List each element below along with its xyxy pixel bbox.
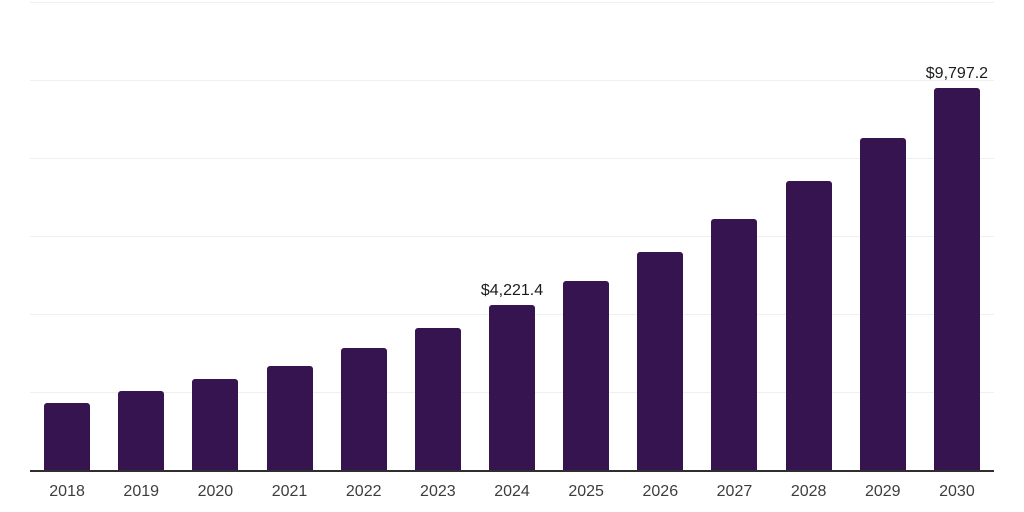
x-axis-label-2029: 2029 [864,483,901,500]
x-axis-label-2028: 2028 [790,483,827,500]
bar-2023 [414,328,461,470]
x-axis-label-2024: 2024 [494,483,530,500]
gridline [30,80,994,81]
x-axis-label-2018: 2018 [49,483,85,500]
bar-2027 [711,219,758,470]
x-axis-label-2025: 2025 [568,483,604,500]
gridline [30,236,994,237]
x-axis-label-2030: 2030 [939,483,975,500]
bar-2025 [563,280,610,470]
bar-2024 [489,305,535,470]
bar-2020 [192,378,239,470]
x-axis-labels: 2018 2019 2020 2021 2022 2023 2024 2025 2026 2027… [30,482,994,504]
gridline [30,2,994,3]
bar-2021 [266,365,313,470]
x-axis-label-2022: 2022 [345,483,382,500]
bar-2018 [44,402,91,470]
bar-2022 [340,348,387,470]
data-label-2024: $4,221.4 [480,282,544,300]
plot-area: $4,221.4 $9,797.2 [30,2,994,472]
data-label-2030: $9,797.2 [925,64,989,82]
bar-2028 [785,181,832,470]
x-axis-label-2021: 2021 [271,483,308,500]
x-axis-label-2020: 2020 [197,483,234,500]
x-axis-label-2027: 2027 [716,483,753,500]
x-axis-label-2023: 2023 [420,483,456,500]
bar-2029 [859,138,906,470]
bar-2019 [118,390,165,470]
x-axis-label-2019: 2019 [123,483,160,500]
x-axis-label-2026: 2026 [642,483,679,500]
bar-2030 [933,87,980,470]
x-axis-line [30,470,994,472]
gridline [30,158,994,159]
bar-2026 [637,252,684,470]
